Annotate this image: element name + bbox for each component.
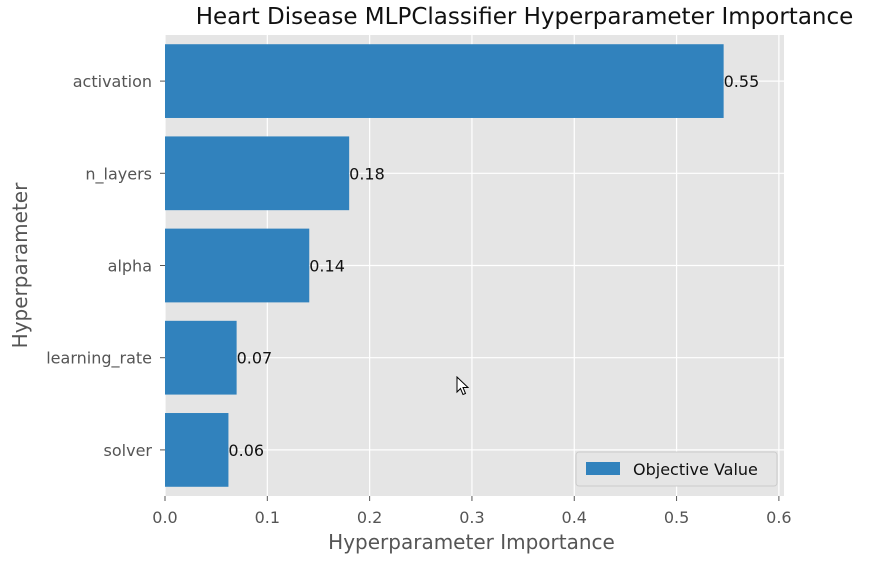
bar-solver (165, 413, 229, 487)
bar-series (165, 44, 724, 487)
bar-value-label: 0.18 (349, 164, 385, 183)
x-axis-ticks: 0.0 0.1 0.2 0.3 0.4 0.5 0.6 (152, 496, 792, 527)
legend-swatch (586, 462, 620, 475)
x-axis-label: Hyperparameter Importance (328, 530, 615, 554)
y-tick-label: n_layers (85, 164, 152, 184)
x-tick-label: 0.6 (766, 508, 791, 527)
bar-n_layers (165, 136, 350, 211)
bar-value-label: 0.55 (724, 72, 760, 91)
legend-entry-label: Objective Value (633, 460, 758, 479)
x-tick-label: 0.0 (152, 508, 177, 527)
y-axis-label: Hyperparameter (8, 182, 32, 348)
bar-value-label: 0.07 (237, 349, 273, 368)
x-tick-label: 0.4 (562, 508, 587, 527)
x-tick-label: 0.3 (459, 508, 484, 527)
bar-activation (165, 44, 724, 118)
bar-value-label: 0.14 (309, 257, 345, 276)
x-tick-label: 0.2 (357, 508, 382, 527)
x-tick-label: 0.1 (255, 508, 280, 527)
legend: Objective Value (575, 451, 778, 487)
mouse-pointer-icon (456, 376, 470, 396)
bar-value-label: 0.06 (228, 441, 264, 460)
bar-alpha (165, 228, 310, 303)
y-tick-label: activation (73, 72, 152, 91)
bar-value-labels: 0.55 0.18 0.14 0.07 0.06 (228, 72, 759, 460)
y-tick-label: alpha (108, 257, 152, 276)
bar-learning_rate (165, 320, 237, 395)
x-tick-label: 0.5 (664, 508, 689, 527)
y-tick-label: solver (104, 441, 153, 460)
legend-box (575, 451, 778, 487)
chart-title: Heart Disease MLPClassifier Hyperparamet… (196, 4, 854, 30)
y-tick-label: learning_rate (46, 349, 152, 369)
